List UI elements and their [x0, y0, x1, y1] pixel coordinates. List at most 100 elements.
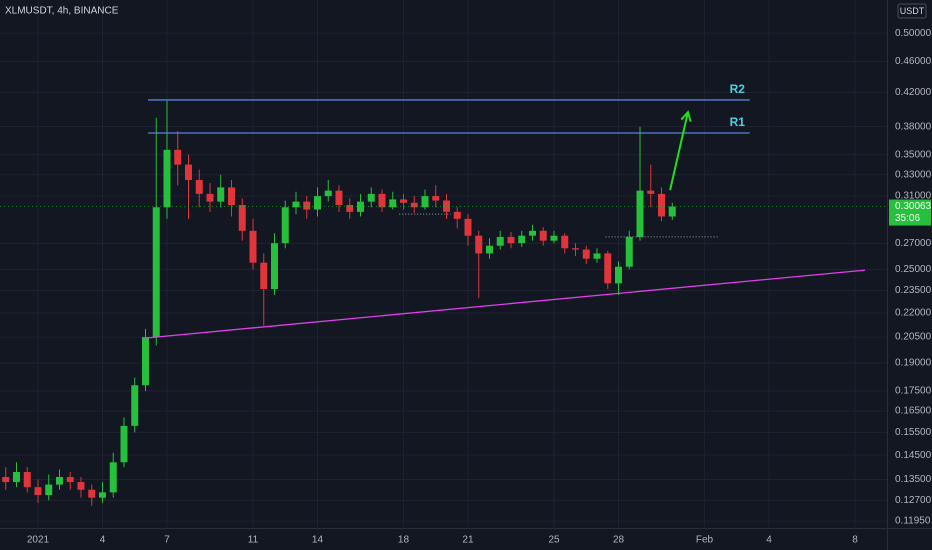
x-tick-label: 11 [248, 535, 259, 546]
candle-body [496, 236, 504, 246]
candle-body [529, 230, 536, 236]
x-tick-label: 4 [766, 535, 772, 546]
candle-body [152, 207, 160, 338]
candle-body [367, 193, 375, 202]
y-tick-label: 0.42000 [895, 87, 932, 98]
candle-body [98, 492, 106, 498]
candle-body [217, 187, 225, 202]
candle-body [12, 472, 20, 483]
candle-body [572, 248, 579, 250]
candle-body [668, 206, 676, 217]
y-tick-label: 0.25000 [895, 264, 932, 275]
candle-body [2, 476, 10, 483]
candle-body [314, 196, 321, 210]
candle-body [271, 243, 278, 290]
candle-body [206, 193, 214, 202]
candle-body [45, 484, 53, 496]
y-tick-label: 0.15500 [895, 427, 932, 438]
y-tick-label: 0.23500 [895, 285, 932, 296]
candle-body [464, 218, 472, 236]
x-tick-label: 21 [462, 535, 474, 546]
x-tick-label: 7 [164, 535, 170, 546]
candle-body [163, 149, 171, 208]
x-tick-label: 8 [852, 535, 858, 546]
candle-body [23, 472, 31, 488]
x-tick-label: 14 [312, 535, 324, 546]
y-tick-label: 0.20500 [895, 332, 932, 343]
countdown: 35:06 [895, 213, 920, 224]
currency-box[interactable] [897, 3, 927, 19]
candle-body [174, 149, 182, 165]
candle-body [88, 489, 96, 498]
y-tick-label: 0.12700 [895, 495, 932, 506]
candle-body [378, 193, 386, 208]
y-tick-label: 0.22000 [895, 308, 932, 319]
candle-body [432, 196, 440, 201]
currency[interactable]: USDT [900, 6, 925, 16]
line-label: R2 [730, 82, 746, 96]
y-tick-label: 0.14500 [895, 450, 932, 461]
candle-body [77, 482, 85, 490]
y-tick-label: 0.11950 [895, 516, 931, 527]
candle-body [507, 236, 515, 244]
x-tick-label: 25 [548, 535, 560, 546]
candle-body [561, 235, 569, 249]
candle-body [453, 211, 461, 219]
trend-line [145, 269, 866, 339]
y-tick-label: 0.35000 [895, 149, 932, 160]
candle-body [593, 253, 601, 259]
candle-body [658, 193, 665, 217]
candle-body [475, 235, 483, 254]
candle-body [615, 266, 622, 284]
candle-body [346, 205, 354, 212]
line-label: R1 [730, 115, 746, 129]
candle-body [109, 462, 117, 493]
marks: R2 R1 [0, 82, 887, 506]
candle-body [185, 164, 192, 180]
y-tick-label: 0.19000 [895, 358, 932, 369]
candle-body [421, 196, 429, 208]
y-tick-label: 0.16500 [895, 406, 932, 417]
y-tick-label: 0.46000 [895, 56, 932, 67]
candle-body [389, 199, 397, 208]
candle-body [400, 199, 407, 203]
candle-body [260, 262, 268, 290]
candle-body [335, 190, 343, 206]
y-tick-label: 0.38000 [895, 121, 932, 132]
candle-body [228, 187, 235, 206]
candle-body [647, 190, 655, 194]
y-tick-label: 0.33000 [895, 169, 932, 180]
candle-body [131, 385, 139, 426]
candle-body [141, 337, 149, 386]
candle-body [34, 487, 42, 496]
candle-body [636, 190, 644, 237]
candle-body [249, 230, 257, 263]
candle-body [281, 207, 289, 244]
candle-body [66, 476, 74, 483]
arrow-head [680, 110, 692, 122]
candle-body [518, 235, 526, 244]
candle-body [303, 201, 311, 210]
arrow-line [669, 111, 689, 191]
candle-body [195, 179, 203, 194]
candle-body [324, 190, 332, 197]
candle-body [539, 230, 547, 241]
candle-body [292, 201, 300, 208]
x-tick-label: 18 [398, 535, 410, 546]
y-tick-label: 0.50000 [895, 28, 932, 39]
x-tick-label: 2021 [27, 535, 50, 546]
symbol-title: XLMUSDT, 4h, BINANCE [5, 6, 119, 17]
axes: 0.50000 0.46000 0.42000 0.38000 0.35000 0.330… [27, 28, 932, 546]
y-tick-label: 0.31000 [895, 191, 932, 202]
x-tick-label: 28 [613, 535, 625, 546]
y-tick-label: 0.13500 [895, 474, 932, 485]
candle-body [625, 236, 633, 267]
last-price-box [889, 199, 931, 226]
candle-body [238, 205, 246, 231]
candle-body [486, 245, 493, 254]
y-tick-label: 0.17500 [895, 386, 932, 397]
candle-body [604, 253, 612, 284]
